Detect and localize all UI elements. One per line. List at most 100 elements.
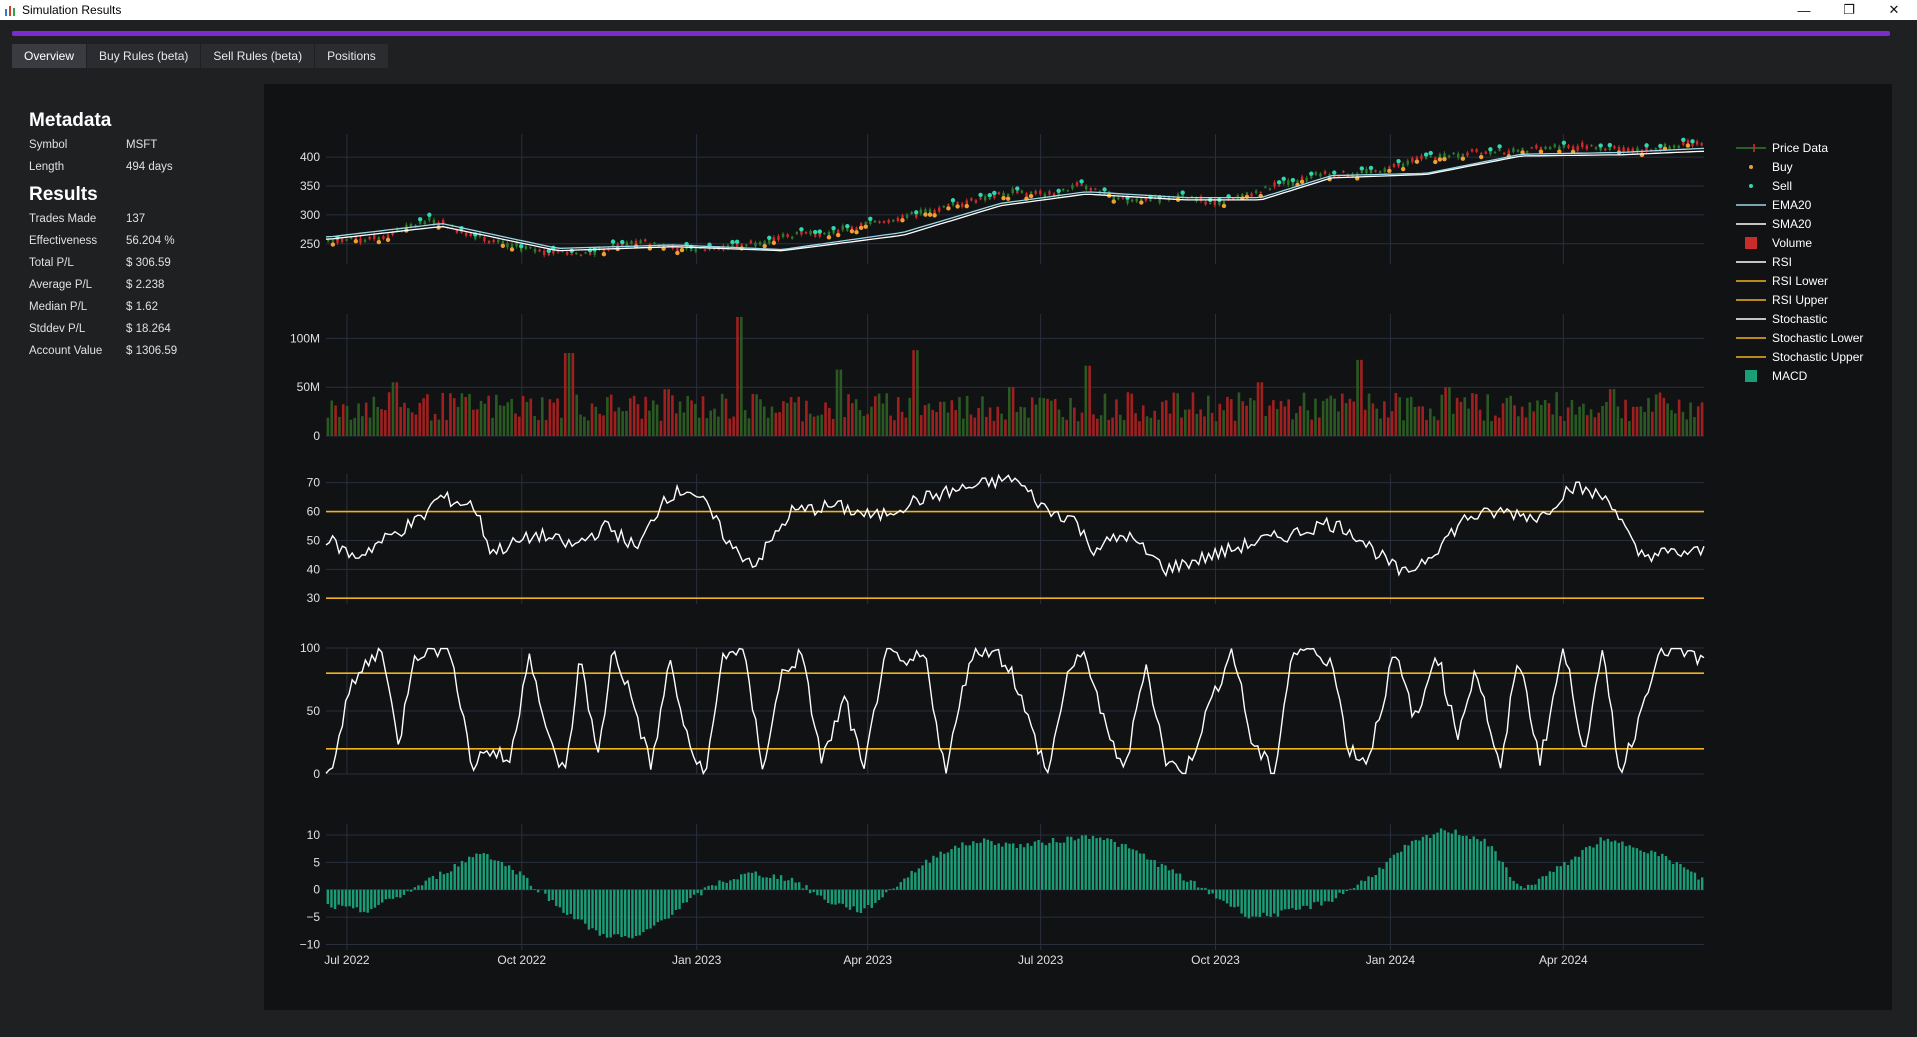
candle-body xyxy=(1117,197,1120,200)
macd-bar xyxy=(620,889,623,938)
volume-bar xyxy=(361,416,364,436)
candle-body xyxy=(538,249,541,252)
macd-bar xyxy=(457,866,460,890)
volume-bar xyxy=(770,406,774,436)
macd-bar xyxy=(1632,847,1635,890)
buy-marker xyxy=(900,218,905,223)
buy-marker xyxy=(964,203,969,209)
volume-bar xyxy=(429,420,433,436)
volume-bar xyxy=(1306,410,1310,436)
candle-body xyxy=(414,224,417,227)
macd-bar xyxy=(866,889,870,905)
y-tick-label: 30 xyxy=(307,591,321,605)
buy-marker xyxy=(1244,194,1250,199)
macd-bar xyxy=(1490,846,1494,890)
volume-bar xyxy=(1310,419,1313,436)
volume-bar xyxy=(414,414,418,436)
candle-body xyxy=(1461,154,1465,157)
candle-body xyxy=(584,252,587,254)
candle-body xyxy=(836,230,840,234)
y-tick-label: 5 xyxy=(313,855,320,869)
volume-bar xyxy=(816,415,820,436)
macd-bar xyxy=(1653,851,1657,890)
buy-marker xyxy=(1437,157,1443,162)
macd-bar xyxy=(1512,880,1515,890)
macd-bar xyxy=(1392,854,1396,890)
macd-bar xyxy=(1577,856,1581,890)
volume-bar xyxy=(916,350,919,436)
candle-body xyxy=(1084,185,1088,190)
title-bar: Simulation Results — ❐ ✕ xyxy=(0,0,1917,20)
legend-label: Price Data xyxy=(1772,141,1828,155)
sell-marker xyxy=(587,248,593,253)
volume-bar xyxy=(1547,403,1551,436)
candle-body xyxy=(1512,148,1515,152)
volume-bar xyxy=(514,413,517,436)
macd-bar xyxy=(1407,845,1410,890)
volume-bar xyxy=(923,405,927,436)
sell-marker xyxy=(734,239,740,245)
close-button[interactable]: ✕ xyxy=(1888,2,1900,17)
volume-bar xyxy=(927,403,931,436)
macd-bar xyxy=(914,872,917,890)
macd-bar xyxy=(1690,871,1693,890)
macd-bar xyxy=(1062,842,1066,890)
tab-positions[interactable]: Positions xyxy=(315,44,389,68)
macd-bar xyxy=(1352,887,1356,890)
volume-bar xyxy=(422,398,425,436)
macd-bar xyxy=(671,889,674,915)
restore-button[interactable]: ❐ xyxy=(1843,2,1855,17)
metadata-heading: Metadata xyxy=(29,110,112,131)
y-tick-label: 10 xyxy=(307,828,321,842)
macd-bar xyxy=(565,889,569,915)
candle-body xyxy=(359,238,362,243)
tab-sell-rules[interactable]: Sell Rules (beta) xyxy=(201,44,316,68)
volume-bar xyxy=(460,393,464,436)
macd-bar xyxy=(1175,873,1178,890)
volume-bar xyxy=(1099,415,1103,436)
macd-bar xyxy=(1624,846,1628,890)
volume-bar xyxy=(1015,411,1019,436)
volume-bar xyxy=(682,412,686,436)
candle-body xyxy=(1604,148,1607,151)
candle-body xyxy=(1443,153,1446,158)
candle-body xyxy=(533,248,537,253)
results-label: Average P/L xyxy=(29,279,93,291)
macd-bar xyxy=(656,889,660,923)
buy-marker xyxy=(353,239,359,244)
macd-bar xyxy=(1001,846,1004,890)
macd-bar xyxy=(1135,850,1138,890)
buy-marker xyxy=(385,237,391,243)
candle-body xyxy=(1447,155,1451,158)
volume-bar xyxy=(751,393,755,436)
volume-bar xyxy=(1218,403,1222,436)
volume-bar xyxy=(1589,409,1593,436)
candle-body xyxy=(506,243,509,248)
candle-body xyxy=(1039,190,1042,195)
volume-bar xyxy=(571,353,575,436)
macd-bar xyxy=(1621,841,1624,890)
results-row: Stddev P/L $ 18.264 xyxy=(29,318,249,340)
chart-svg[interactable]: 250300350400050M100M3040506070050100−10−… xyxy=(264,84,1892,1010)
volume-bar xyxy=(1168,413,1172,436)
tab-overview[interactable]: Overview xyxy=(12,44,88,68)
chart-panel: 250 300 350 400 0 50M 100M 30 40 50 60 70 0 50 100 −10−… xyxy=(264,84,1892,1010)
volume-bar xyxy=(334,405,337,436)
macd-bar xyxy=(725,882,728,890)
volume-bar xyxy=(1693,417,1696,436)
macd-bar xyxy=(1523,888,1526,890)
minimize-button[interactable]: — xyxy=(1797,2,1811,18)
macd-bar xyxy=(1040,842,1044,890)
macd-bar xyxy=(377,889,380,905)
macd-bar xyxy=(1262,889,1265,913)
macd-bar xyxy=(714,885,718,890)
candle-body xyxy=(818,233,821,237)
macd-bar xyxy=(1015,848,1019,890)
volume-bar xyxy=(613,411,617,436)
candle-body xyxy=(1337,175,1341,178)
volume-bar xyxy=(942,401,946,436)
candle-body xyxy=(960,203,964,207)
volume-bar xyxy=(1631,406,1635,436)
volume-bar xyxy=(671,395,674,436)
tab-buy-rules[interactable]: Buy Rules (beta) xyxy=(87,44,202,68)
